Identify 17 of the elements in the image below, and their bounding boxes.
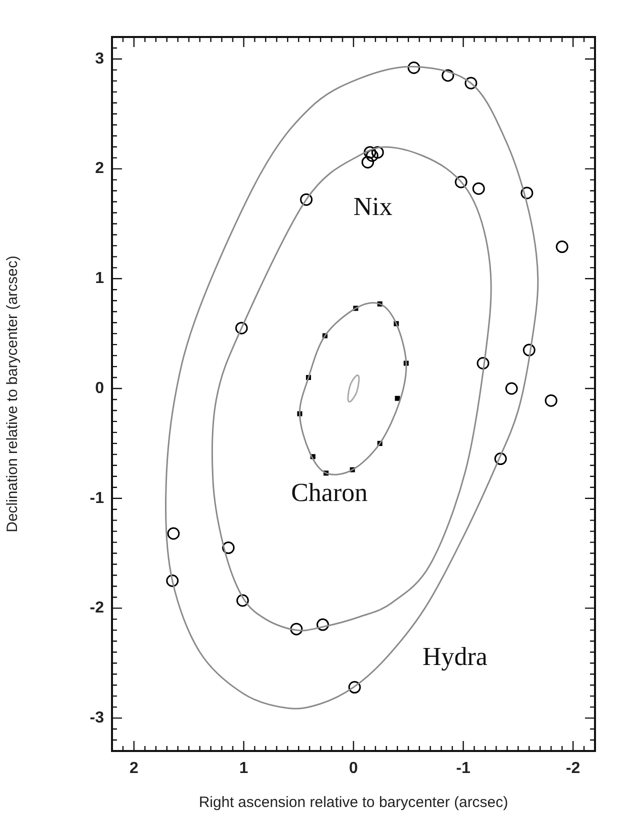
y-tick-label: -2 bbox=[90, 600, 104, 617]
x-tick-label: -2 bbox=[566, 760, 580, 778]
x-tick-label: -1 bbox=[456, 760, 470, 778]
x-axis-title: Right ascension relative to barycenter (arcsec) bbox=[198, 794, 508, 812]
annotation: Hydra bbox=[422, 642, 488, 672]
annotation: Nix bbox=[353, 192, 392, 222]
y-tick-label: 2 bbox=[95, 160, 104, 178]
x-tick-label: 1 bbox=[239, 760, 248, 778]
x-tick-label: 0 bbox=[349, 760, 358, 778]
y-tick-label: 0 bbox=[95, 380, 104, 397]
y-tick-label: 3 bbox=[95, 50, 104, 68]
y-axis-title: Declination relative to barycenter (arcsec) bbox=[4, 256, 22, 532]
y-tick-label: -3 bbox=[90, 709, 104, 726]
y-tick-label: 1 bbox=[95, 270, 104, 288]
y-tick-label: -1 bbox=[90, 490, 104, 507]
annotation: Charon bbox=[291, 478, 368, 507]
x-tick-label: 2 bbox=[130, 760, 138, 778]
